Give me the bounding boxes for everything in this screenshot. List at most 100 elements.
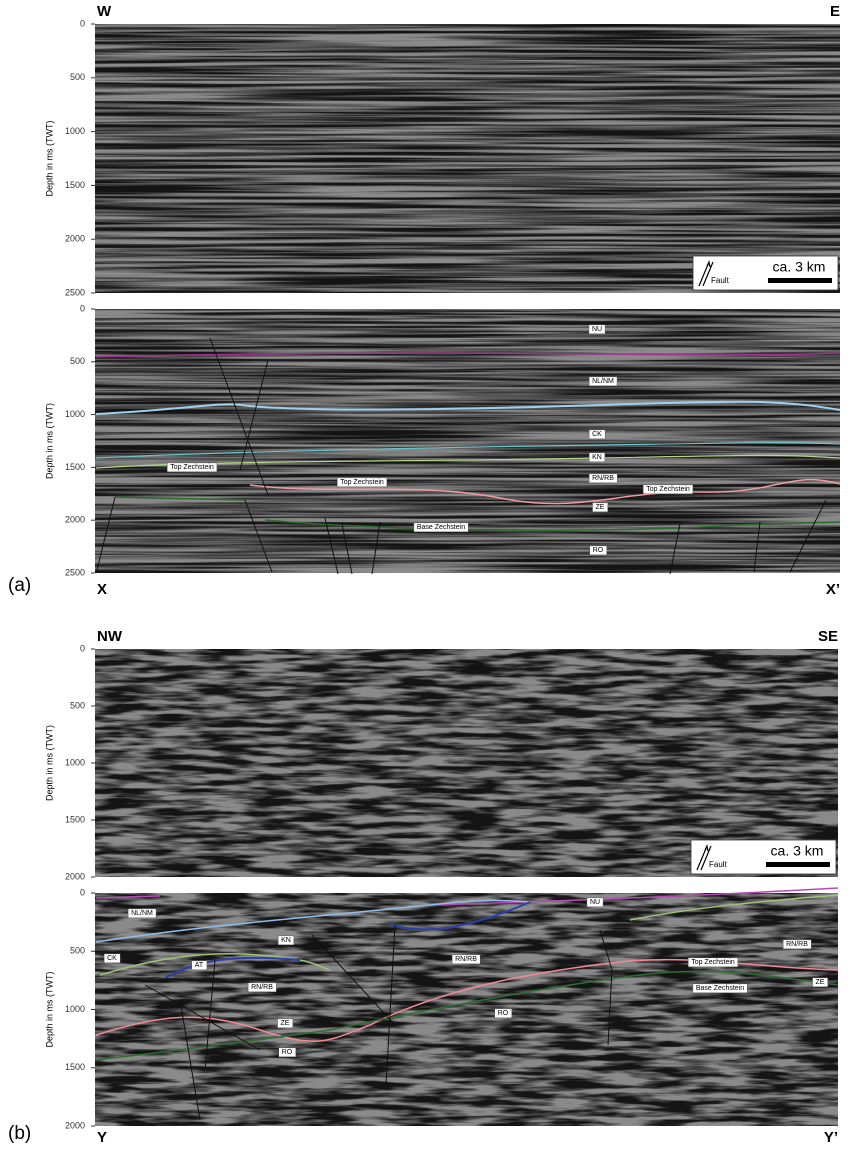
fault-icon xyxy=(696,844,712,871)
panel-label: (a) xyxy=(8,575,31,596)
horizon-label: Top Zechstein xyxy=(646,486,690,493)
horizon-label: ZE xyxy=(816,979,825,986)
horizon-label-box xyxy=(451,954,481,965)
horizon-label: ZE xyxy=(596,504,605,511)
horizon-label-box xyxy=(277,935,295,946)
seismic-image xyxy=(95,309,840,573)
tick-label: 1500 xyxy=(65,180,85,190)
horizon-label-box xyxy=(191,960,208,971)
horizon-label-box xyxy=(278,1047,297,1058)
horizon-label: RN/RB xyxy=(455,956,477,963)
tick-label: 0 xyxy=(80,18,85,28)
horizon-label-box xyxy=(413,522,469,533)
side-label: Y xyxy=(97,1129,107,1146)
horizon-label: Top Zechstein xyxy=(170,464,214,471)
tick-label: 1000 xyxy=(65,409,85,419)
horizon-label: NL/NM xyxy=(592,378,614,385)
horizon-label: NU xyxy=(590,899,600,906)
horizon-label-box xyxy=(588,452,606,463)
horizon xyxy=(95,442,841,459)
tick-label: 1000 xyxy=(65,126,85,136)
axis-label: Depth in ms (TWT) xyxy=(44,725,54,801)
horizon-label: CK xyxy=(592,431,602,438)
side-label: NW xyxy=(97,628,123,645)
seismic-image xyxy=(95,24,840,293)
legend-box xyxy=(692,255,839,291)
horizon-label-box xyxy=(277,1018,294,1029)
horizon-label: RO xyxy=(593,547,604,554)
legend-text: Fault xyxy=(709,860,728,869)
horizon xyxy=(114,496,841,531)
horizon xyxy=(95,899,531,943)
tick-label: 1000 xyxy=(65,1004,85,1014)
fault xyxy=(144,924,613,1121)
fault-icon xyxy=(698,260,714,287)
scale-bar xyxy=(766,862,830,867)
fault xyxy=(96,337,827,575)
scale-bar-label: ca. 3 km xyxy=(771,843,824,859)
horizon-label: Base Zechstein xyxy=(696,985,744,992)
horizon-label-box xyxy=(687,957,739,968)
axis-label: Depth in ms (TWT) xyxy=(44,971,54,1047)
horizon-label-box xyxy=(588,324,606,335)
horizon xyxy=(95,352,841,358)
side-label: E xyxy=(830,3,840,20)
side-label: SE xyxy=(818,628,838,645)
seismic-image xyxy=(95,893,838,1126)
tick-label: 500 xyxy=(70,72,85,82)
scale-bar xyxy=(768,278,832,283)
seismic-image xyxy=(95,649,838,877)
horizon-label-box xyxy=(336,477,388,488)
horizon xyxy=(99,894,839,976)
horizon-label-box xyxy=(588,429,606,440)
horizon-label: NL/NM xyxy=(131,910,153,917)
tick-label: 1500 xyxy=(65,462,85,472)
tick-label: 2500 xyxy=(65,287,85,297)
horizon-label-box xyxy=(642,484,694,495)
side-label: X’ xyxy=(826,581,840,598)
tick-label: 0 xyxy=(80,887,85,897)
tick-label: 1500 xyxy=(65,1062,85,1072)
side-label: W xyxy=(97,3,112,20)
horizon-label-box xyxy=(247,982,277,993)
horizon-label-box xyxy=(692,983,748,994)
axis-label: Depth in ms (TWT) xyxy=(44,403,54,479)
horizon-label-box xyxy=(812,977,829,988)
horizon-label: CK xyxy=(107,955,117,962)
tick-label: 2000 xyxy=(65,234,85,244)
horizon-label: RO xyxy=(282,1049,293,1056)
horizon-label-box xyxy=(592,502,609,513)
horizon-label: KN xyxy=(281,937,291,944)
horizon-label: RN/RB xyxy=(251,984,273,991)
tick-label: 2000 xyxy=(65,515,85,525)
horizon xyxy=(95,970,839,1061)
tick-label: 2000 xyxy=(65,1120,85,1130)
interpretation: NU NL/NM CK KN RN/RB ZE RO Top Zechstein Top Zec… xyxy=(95,324,841,1121)
horizon-label: Top Zechstein xyxy=(340,479,384,486)
horizon-label-box xyxy=(586,897,604,908)
legend-text: Fault xyxy=(711,276,730,285)
horizon xyxy=(95,887,839,906)
horizon xyxy=(389,901,531,931)
horizon-label-box xyxy=(588,376,618,387)
horizon-label: ZE xyxy=(281,1020,290,1027)
legend-box xyxy=(690,839,837,875)
horizon-label: Base Zechstein xyxy=(417,524,465,531)
horizon-label: Top Zechstein xyxy=(691,959,735,966)
horizon-label-box xyxy=(166,462,218,473)
horizon-label: KN xyxy=(592,454,602,461)
tick-label: 0 xyxy=(80,643,85,653)
horizon-label-box xyxy=(127,908,157,919)
tick-label: 500 xyxy=(70,700,85,710)
horizon-label: RN/RB xyxy=(592,475,614,482)
tick-label: 500 xyxy=(70,356,85,366)
horizon xyxy=(249,478,841,505)
tick-label: 500 xyxy=(70,946,85,956)
horizon xyxy=(164,956,301,979)
horizon-label: NU xyxy=(592,326,602,333)
horizon-label: AT xyxy=(195,962,204,969)
tick-label: 1000 xyxy=(65,757,85,767)
panel-label: (b) xyxy=(8,1123,31,1144)
horizon-label-box xyxy=(588,473,618,484)
